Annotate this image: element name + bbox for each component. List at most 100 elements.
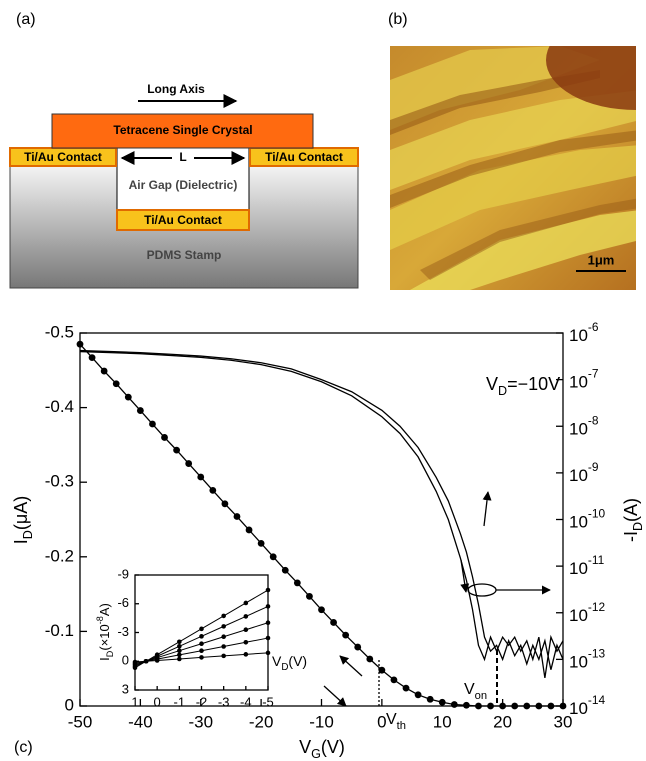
afm-image	[390, 10, 646, 290]
data-point	[244, 614, 249, 619]
data-point	[221, 624, 226, 629]
panel-label: (a)	[16, 11, 36, 28]
figure: (a) (b) (c) Long Axis Tetracene Single C…	[0, 0, 646, 761]
text: (V)	[288, 653, 307, 669]
annotation: VD=−10V	[486, 374, 560, 399]
chart: 10-1-2-3-4-530-3-6-9	[117, 566, 273, 709]
y2-tick-label: 10-10	[569, 507, 605, 532]
data-point	[270, 553, 277, 560]
annotation: Von	[464, 681, 487, 702]
x-tick-label: 10	[433, 712, 452, 731]
y2-tick-label: 10-8	[569, 413, 599, 438]
inset-y-axis-title: ID(×10-8A)	[95, 603, 115, 661]
label: Ti/Au Contact	[144, 213, 222, 227]
arrows	[324, 492, 550, 706]
data-point	[475, 703, 482, 710]
data-point	[221, 644, 226, 649]
x-tick-label: -2	[196, 694, 208, 709]
y-tick-label: -0.3	[45, 472, 74, 491]
data-point	[221, 654, 226, 659]
tick-base: 10	[569, 653, 588, 672]
tick-exponent: -9	[588, 460, 599, 474]
data-point	[161, 434, 168, 441]
text: D	[498, 384, 507, 398]
data-point	[125, 394, 132, 401]
inset-x-axis-title: VD(V)	[272, 653, 307, 673]
x-tick-label: -30	[188, 712, 213, 731]
data-point	[177, 657, 182, 662]
text: D	[21, 530, 35, 539]
data-point	[113, 380, 120, 387]
label: Air Gap (Dielectric)	[129, 178, 238, 192]
data-point	[511, 703, 518, 710]
data-point	[499, 703, 506, 710]
text: V	[299, 737, 311, 757]
panel-label: (b)	[388, 11, 408, 28]
data-point	[391, 676, 398, 683]
y2-tick-label: 10-13	[569, 647, 605, 672]
tick-exponent: -14	[588, 693, 606, 707]
data-point	[244, 652, 249, 657]
data-point	[451, 701, 458, 708]
text: (μA)	[11, 496, 31, 530]
y2-tick-label: 10-11	[569, 553, 605, 578]
y-tick-label: 0	[122, 653, 129, 668]
data-point	[155, 658, 160, 663]
tick-base: 10	[569, 466, 588, 485]
text: (V)	[321, 737, 345, 757]
tick-base: 10	[569, 606, 588, 625]
y-tick-label: 3	[122, 681, 129, 696]
data-point	[266, 651, 271, 656]
x-tick-label: 0	[377, 712, 386, 731]
text: (A)	[621, 498, 641, 522]
tick-base: 10	[569, 513, 588, 532]
y2-axis-title: -ID(A)	[621, 498, 646, 542]
data-point	[318, 606, 325, 613]
data-point	[523, 703, 530, 710]
text: A)	[97, 603, 112, 616]
text: V	[464, 681, 475, 698]
data-point	[101, 368, 108, 375]
tick-exponent: -7	[588, 367, 599, 381]
y2-tick-label: 10-6	[569, 320, 599, 345]
y-tick-label: -0.5	[45, 322, 74, 341]
data-point	[221, 634, 226, 639]
data-point	[282, 567, 289, 574]
data-point	[199, 627, 204, 632]
data-point	[199, 634, 204, 639]
text: D	[281, 662, 288, 673]
x-tick-label: -1	[174, 694, 186, 709]
y-tick-label: -0.4	[45, 397, 74, 416]
x-tick-label: -10	[309, 712, 334, 731]
data-point	[222, 500, 229, 507]
data-point	[244, 601, 249, 606]
data-point	[199, 648, 204, 653]
data-point	[266, 604, 271, 609]
x-tick-label: 0	[154, 694, 161, 709]
data-point	[133, 660, 138, 665]
scale-bar-label: 1μm	[588, 252, 615, 267]
tick-base: 10	[569, 560, 588, 579]
text: V	[486, 374, 498, 394]
data-point	[427, 696, 434, 703]
device-diagram: Long Axis Tetracene Single Crystal Ti/Au…	[10, 82, 358, 288]
tick-base: 10	[569, 699, 588, 718]
text: (×10	[97, 624, 112, 650]
y2-tick-label: 10-7	[569, 367, 599, 392]
y-tick-label: -0.1	[45, 621, 74, 640]
data-point	[197, 474, 204, 481]
x-axis-title: VG(V)	[299, 737, 345, 761]
data-point	[177, 644, 182, 649]
data-point	[560, 703, 567, 710]
y2-tick-label: 10-14	[569, 693, 605, 718]
x-tick-label: 1	[131, 694, 138, 709]
text: -8	[95, 616, 105, 624]
tick-exponent: -8	[588, 413, 599, 427]
text: G	[311, 747, 321, 761]
y-tick-label: 0	[65, 695, 74, 714]
data-point	[266, 588, 271, 593]
y-tick-label: -6	[117, 595, 129, 610]
tick-exponent: -11	[588, 553, 605, 567]
label: Ti/Au Contact	[24, 150, 102, 164]
tick-exponent: -13	[588, 647, 606, 661]
